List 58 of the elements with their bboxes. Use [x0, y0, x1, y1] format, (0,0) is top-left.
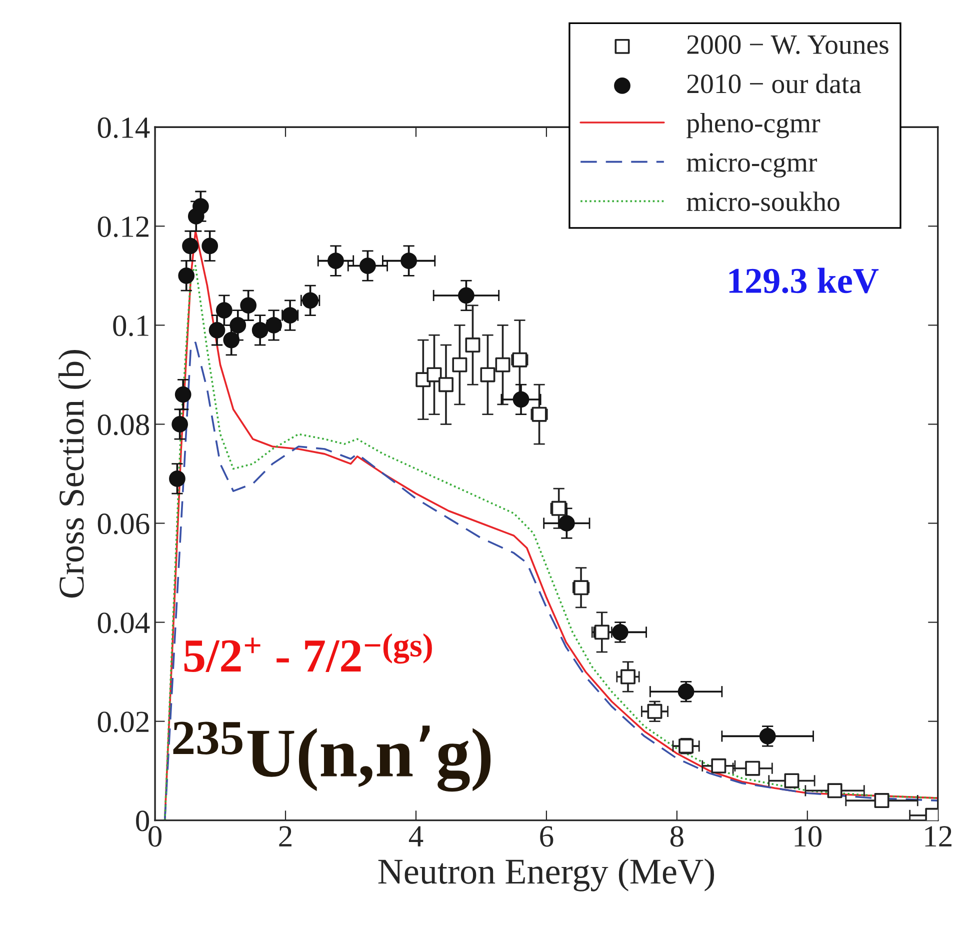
point: [678, 683, 694, 700]
point: [230, 317, 246, 334]
y-tick-label: 0.1: [113, 315, 148, 336]
legend-label: 2010 − our data: [687, 74, 862, 94]
point: [182, 238, 198, 254]
x-tick-label: 2: [279, 826, 292, 846]
x-tick-label: 12: [925, 826, 952, 846]
y-tick-label: 0.12: [98, 216, 148, 238]
point: [202, 238, 218, 254]
point: [827, 783, 842, 798]
point: [169, 470, 186, 487]
y-axis-title: Cross Section (b): [58, 350, 92, 598]
legend-label: pheno-cgmr: [686, 112, 820, 138]
point: [759, 728, 776, 744]
point: [512, 391, 530, 408]
x-tick-label: 10: [794, 826, 822, 847]
point: [360, 258, 376, 274]
legend-label: 2000 − W. Younes: [687, 35, 888, 54]
point: [874, 793, 890, 808]
point: [174, 386, 192, 403]
point: [594, 624, 610, 640]
x-axis-title: Neutron Energy (MeV): [378, 858, 714, 892]
point: [558, 515, 575, 532]
legend-label: micro-cgmr: [686, 153, 817, 178]
x-tick-label: 4: [408, 826, 424, 846]
y-tick-label: 0.06: [98, 514, 150, 534]
y-tick-label: 0.02: [98, 712, 148, 732]
point: [216, 302, 232, 319]
annotation: 129.3 keV: [729, 268, 879, 294]
point: [745, 760, 760, 776]
point: [711, 758, 726, 774]
point: [458, 287, 474, 304]
annotation: 5/2$^{+}$ - 7/2$^{−(gs)}$: [184, 633, 432, 672]
x-tick-label: 6: [540, 826, 554, 847]
point: [647, 704, 662, 719]
point: [480, 367, 496, 382]
point: [223, 332, 240, 348]
point: [426, 367, 442, 382]
point: [192, 198, 209, 215]
y-tick-label: 0: [136, 810, 150, 832]
x-tick-label: 8: [670, 826, 684, 847]
point: [784, 773, 800, 788]
point: [208, 322, 226, 338]
point: [612, 624, 628, 640]
point: [172, 416, 188, 432]
point: [438, 377, 454, 392]
y-tick-label: 0.14: [98, 117, 150, 138]
point: [400, 252, 417, 270]
y-tick-label: 0.04: [98, 612, 150, 634]
annotation: $^{235}$U(n,n’g): [173, 722, 491, 792]
legend-label: micro-soukho: [686, 192, 840, 212]
point: [452, 357, 468, 372]
point: [620, 669, 636, 684]
point: [178, 267, 195, 284]
point: [328, 252, 344, 270]
point: [465, 338, 480, 352]
y-tick-label: 0.08: [98, 414, 150, 436]
point: [495, 357, 510, 372]
